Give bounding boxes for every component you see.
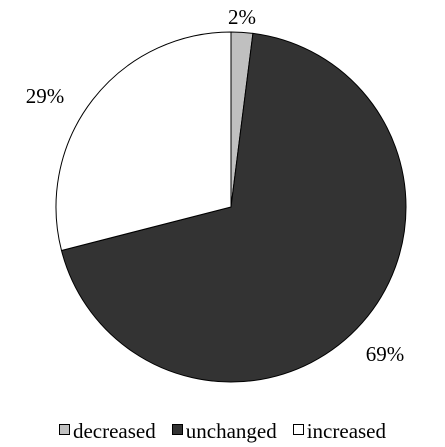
legend-item-unchanged: unchanged: [171, 418, 277, 444]
legend-label-unchanged: unchanged: [185, 418, 277, 443]
slice-label-unchanged: 69%: [366, 342, 405, 366]
pie-slice-unchanged: [60, 32, 407, 383]
legend-swatch-unchanged: [171, 423, 183, 435]
legend-item-decreased: decreased: [58, 418, 156, 444]
pie-slices: [55, 31, 407, 383]
legend-label-decreased: decreased: [72, 418, 156, 443]
legend-item-increased: increased: [292, 418, 387, 444]
legend-swatch-increased: [292, 423, 304, 435]
pie-slice-labels: 2% 69% 29%: [26, 5, 405, 366]
legend-label-increased: increased: [306, 418, 387, 443]
slice-label-increased: 29%: [26, 84, 65, 108]
slice-label-decreased: 2%: [228, 5, 256, 29]
legend-swatch-decreased: [58, 423, 70, 435]
chart-legend: decreased unchanged increased: [0, 416, 445, 446]
pie-slice-increased: [55, 31, 232, 252]
